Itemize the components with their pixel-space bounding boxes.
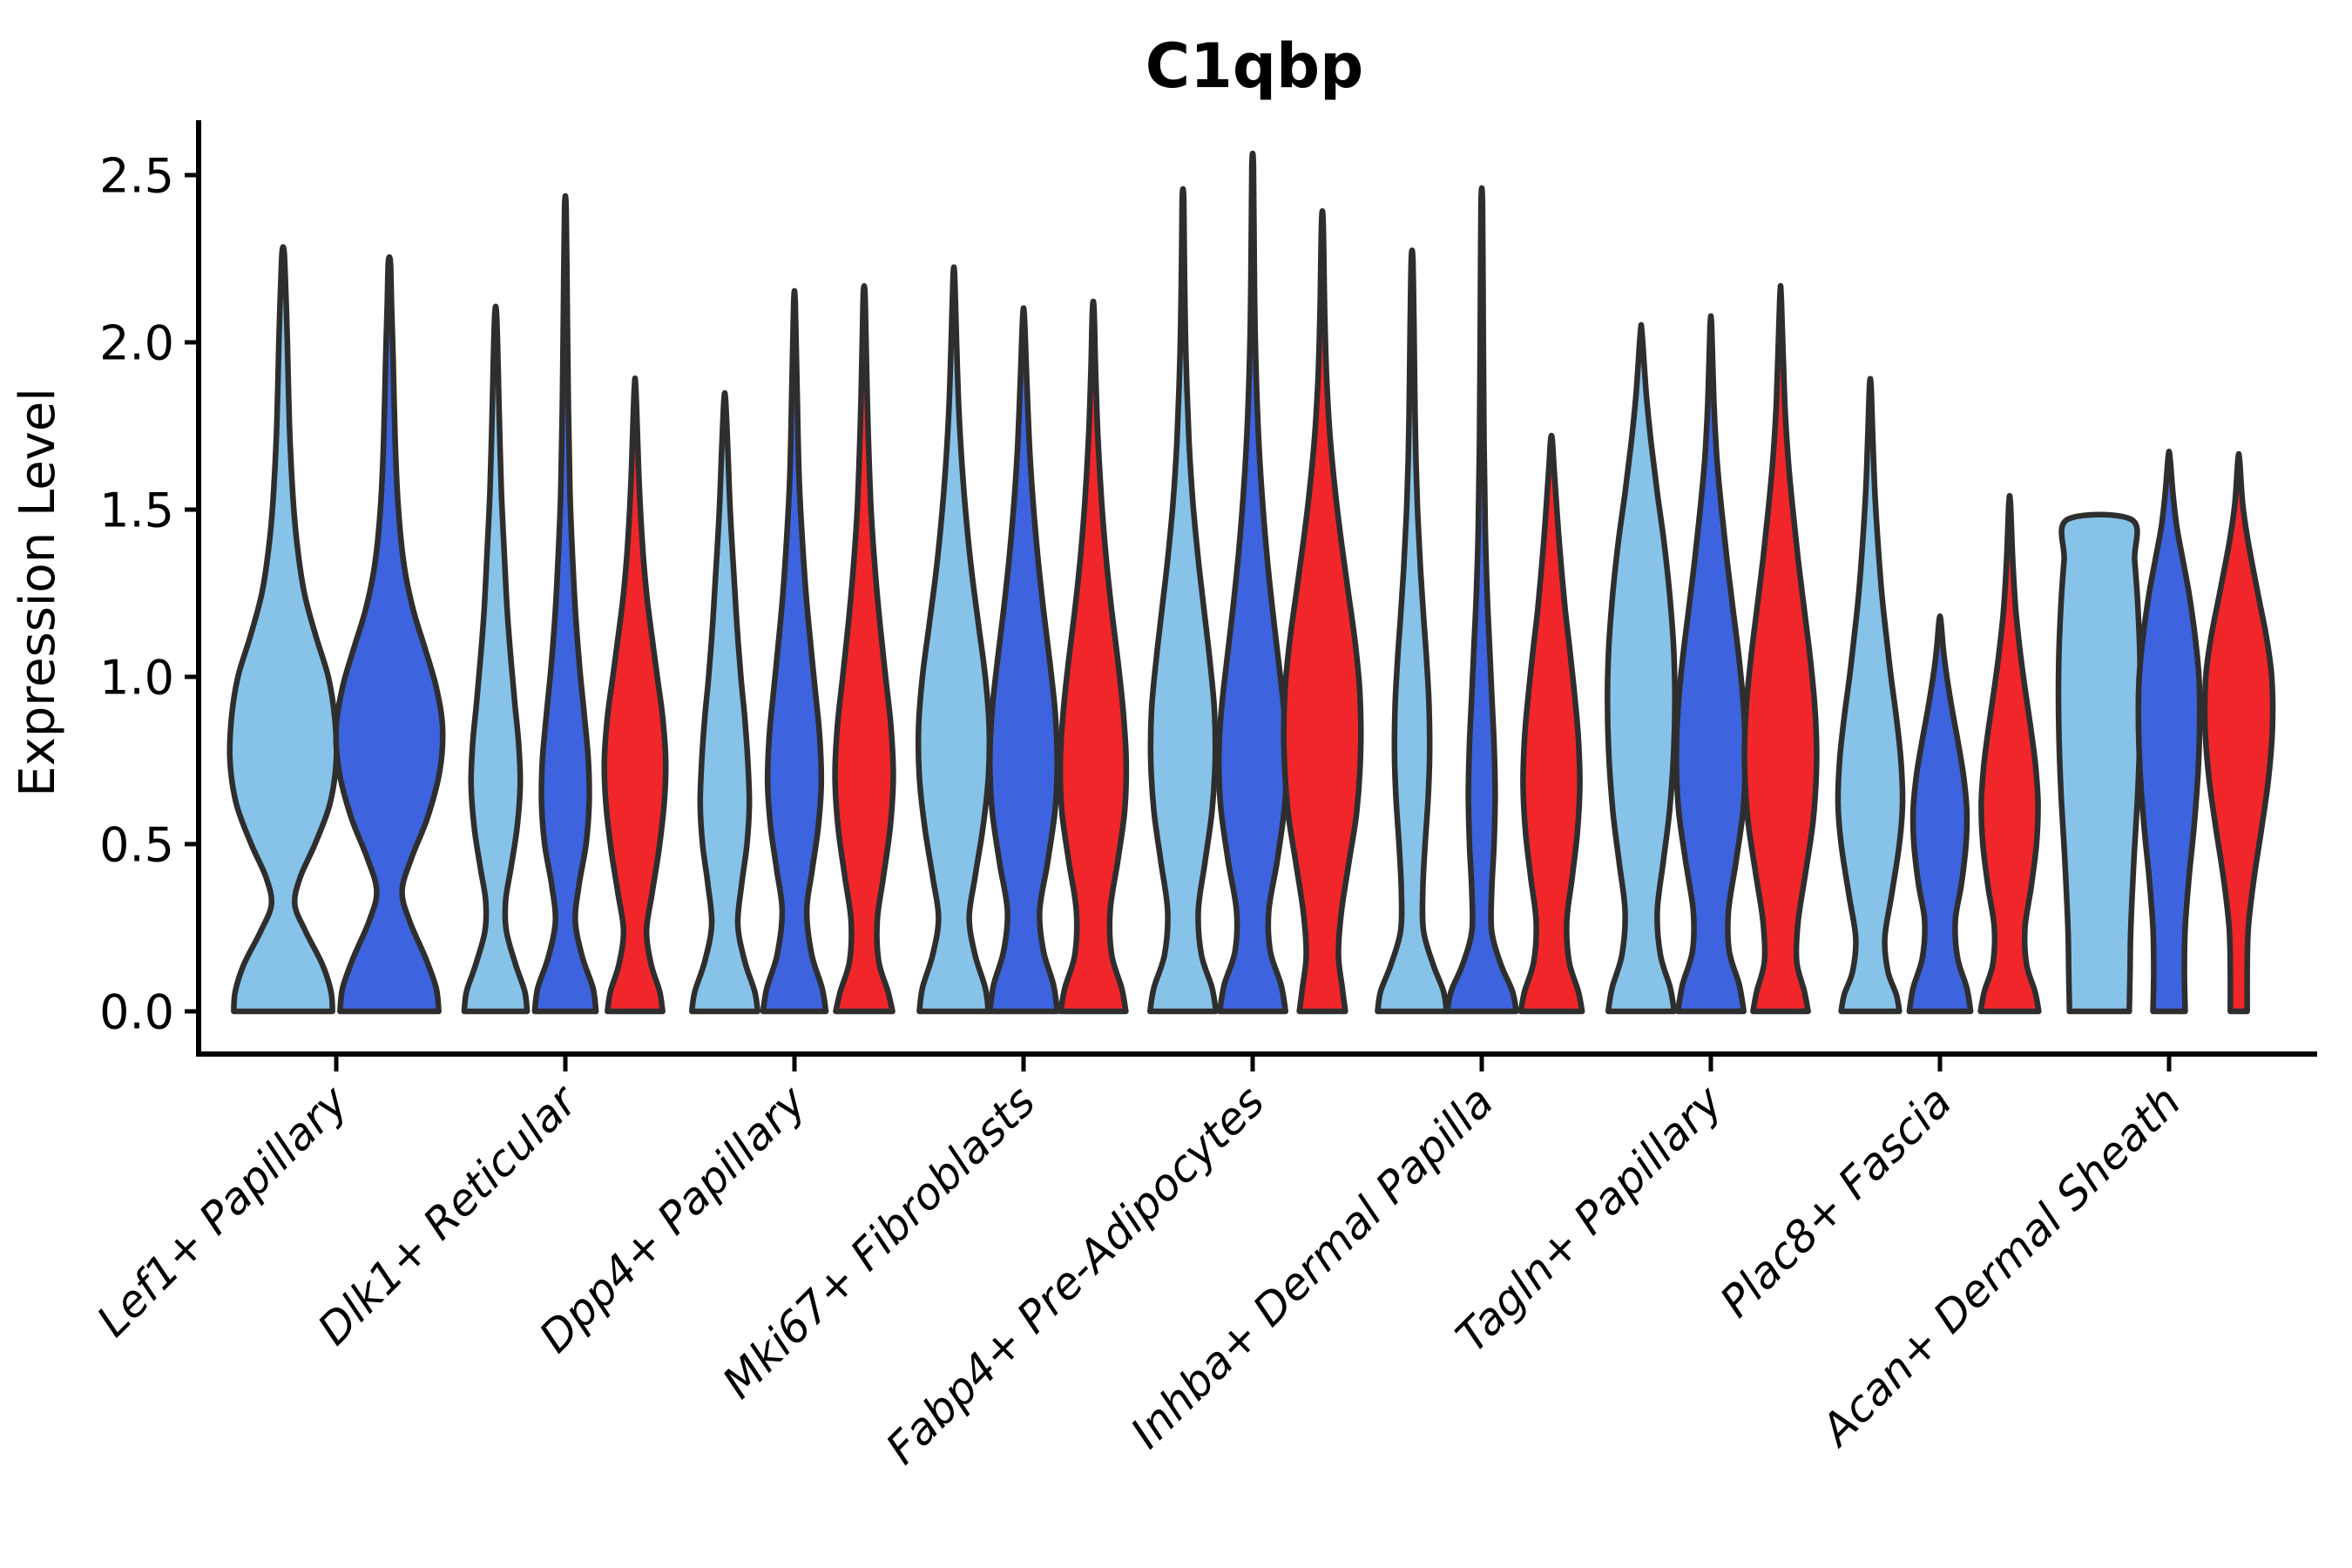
violins-layer [226,150,2276,1015]
violin-dpp4-papillary-light_blue [688,389,761,1015]
x-tick-label-acan-dermal-sheath: Acan+ Dermal Sheath [1810,1076,2191,1456]
violin-dlk1-reticular-red [601,375,669,1015]
x-tick-label-fabp4-pre-adipocytes: Fabp4+ Pre-Adipocytes [876,1076,1274,1474]
violin-inhba-dermal-papilla-light_blue [1375,247,1450,1015]
y-tick-label: 0.0 [99,984,174,1039]
violin-fabp4-pre-adipocytes-dark_blue [1215,150,1290,1015]
violin-fabp4-pre-adipocytes-red [1281,208,1364,1015]
violin-dlk1-reticular-light_blue [461,303,531,1015]
violin-acan-dermal-sheath-red [2201,450,2276,1015]
violin-plac8-fascia-red [1977,492,2042,1015]
violin-tagln-papillary-light_blue [1605,321,1678,1015]
violin-acan-dermal-sheath-dark_blue [2135,449,2203,1015]
violin-fabp4-pre-adipocytes-light_blue [1146,186,1220,1015]
x-tick-label-lef1-papillary: Lef1+ Papillary [87,1075,358,1346]
violin-lef1-papillary-light_blue [226,244,340,1015]
violin-tagln-papillary-red [1741,282,1820,1015]
violin-tagln-papillary-dark_blue [1673,313,1748,1015]
x-tick-label-inhba-dermal-papilla: Inhba+ Dermal Papilla [1121,1076,1503,1457]
x-tick-label-plac8-fascia: Plac8+ Fascia [1711,1076,1962,1327]
violin-acan-dermal-sheath-light_blue [2055,511,2144,1015]
y-axis-label: Expression Level [10,388,66,797]
violin-dlk1-reticular-dark_blue [531,193,599,1015]
violin-dpp4-papillary-red [832,282,896,1015]
violin-plac8-fascia-light_blue [1835,375,1906,1015]
violin-mki67-fibroblasts-dark_blue [987,305,1060,1015]
violin-plac8-fascia-dark_blue [1906,613,1974,1015]
chart-title: C1qbp [1146,30,1363,102]
violin-mki67-fibroblasts-red [1057,298,1130,1015]
y-tick-label: 2.0 [99,315,174,370]
violin-inhba-dermal-papilla-red [1517,432,1585,1015]
axes-spines [196,120,2317,1057]
violin-lef1-papillary-dark_blue [333,253,446,1015]
y-tick-label: 0.5 [99,817,174,872]
violin-inhba-dermal-papilla-dark_blue [1444,185,1519,1015]
y-tick-label: 1.0 [99,650,174,705]
y-tick-label: 2.5 [99,148,174,203]
y-axis-ticks: 0.0 0.5 1.0 1.5 2.0 2.5 [99,148,199,1039]
violin-mki67-fibroblasts-light_blue [915,264,993,1015]
y-tick-label: 1.5 [99,483,174,537]
violin-dpp4-papillary-dark_blue [760,287,829,1015]
